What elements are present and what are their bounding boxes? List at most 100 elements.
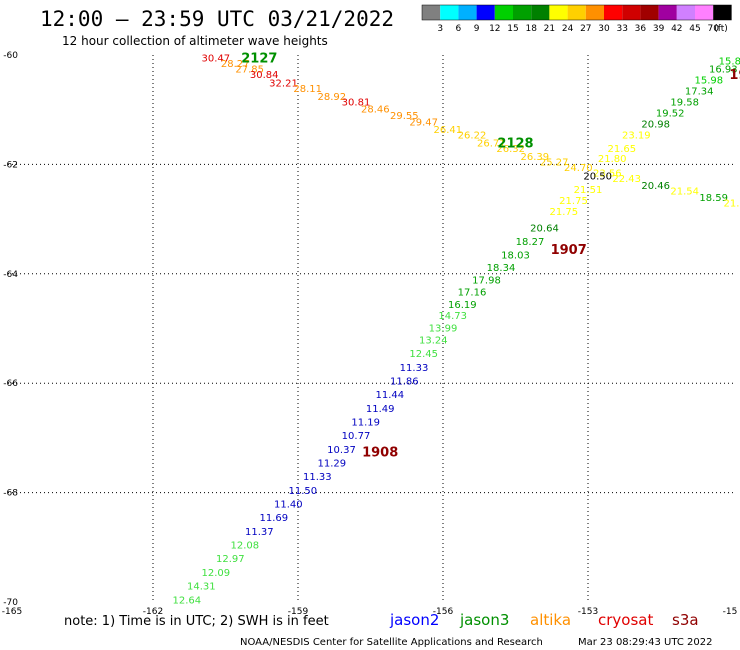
chart-title: 12:00 – 23:59 UTC 03/21/2022 bbox=[40, 7, 394, 31]
scale-swatch bbox=[640, 5, 659, 20]
data-point: 26.32 bbox=[496, 144, 525, 155]
scale-label: 15 bbox=[507, 24, 518, 34]
data-point: 12.64 bbox=[173, 595, 202, 606]
data-point: 10.37 bbox=[327, 445, 356, 456]
scale-label: 42 bbox=[671, 24, 682, 34]
x-tick-label: -15 bbox=[723, 607, 738, 617]
x-tick-label: -162 bbox=[143, 607, 163, 617]
scale-label: 36 bbox=[635, 24, 647, 34]
data-point: 24.70 bbox=[564, 163, 593, 174]
data-point: 25.27 bbox=[540, 158, 569, 169]
scale-unit: (ft) bbox=[714, 24, 728, 34]
data-point: 18.34 bbox=[487, 263, 516, 274]
data-point: 28.46 bbox=[361, 105, 390, 116]
scale-border bbox=[421, 4, 732, 21]
pass-label: 1908 bbox=[362, 446, 398, 461]
scale-label: 30 bbox=[598, 24, 610, 34]
scale-label: 21 bbox=[544, 24, 555, 34]
data-point: 20.46 bbox=[641, 181, 670, 192]
data-point: 28.11 bbox=[293, 84, 322, 95]
scale-swatch bbox=[458, 5, 477, 20]
x-tick-label: -156 bbox=[433, 607, 454, 617]
data-point: 12.09 bbox=[202, 568, 231, 579]
pass-labels: 212721281905190619071908 bbox=[241, 52, 740, 461]
pass-label: 2127 bbox=[241, 52, 277, 67]
footer-note: note: 1) Time is in UTC; 2) SWH is in fe… bbox=[64, 614, 329, 629]
y-tick-label: -66 bbox=[3, 379, 18, 389]
pass-label: 1906 bbox=[729, 68, 740, 83]
data-point: 23.19 bbox=[622, 130, 651, 141]
data-point: 14.31 bbox=[187, 582, 216, 593]
data-point: 12.97 bbox=[216, 554, 245, 565]
data-point: 29.47 bbox=[409, 118, 438, 129]
satellite-name: s3a bbox=[672, 611, 699, 629]
data-point: 19.58 bbox=[670, 97, 699, 108]
satellite-name: jason3 bbox=[459, 611, 509, 629]
data-point: 21.54 bbox=[670, 187, 699, 198]
data-point: 32.21 bbox=[269, 78, 298, 89]
data-point: 29.55 bbox=[390, 111, 419, 122]
data-point: 11.49 bbox=[366, 404, 395, 415]
data-point: 22.43 bbox=[612, 174, 641, 185]
y-tick-label: -70 bbox=[3, 598, 18, 608]
data-point: 30.84 bbox=[250, 70, 279, 81]
data-point: 11.40 bbox=[274, 500, 303, 511]
data-point: 27.85 bbox=[235, 65, 264, 76]
data-point: 11.86 bbox=[390, 376, 419, 387]
data-point: 26.71 bbox=[477, 139, 506, 150]
x-tick-label: -153 bbox=[578, 607, 598, 617]
scale-swatch bbox=[658, 5, 677, 20]
satellite-name: jason2 bbox=[389, 611, 439, 629]
data-point: 17.34 bbox=[685, 87, 714, 98]
x-tick-label: -165 bbox=[2, 607, 22, 617]
footer-timestamp: Mar 23 08:29:43 UTC 2022 bbox=[578, 637, 713, 648]
scale-swatch bbox=[567, 5, 586, 20]
y-tick-label: -62 bbox=[3, 160, 18, 170]
data-point: 11.33 bbox=[400, 363, 429, 374]
scale-label: 39 bbox=[653, 24, 665, 34]
satellite-name: altika bbox=[530, 611, 571, 629]
color-scale: 3 6 9 12 15 18 21 24 27 30 33 36 39 42 45 70(ft) bbox=[421, 4, 732, 34]
footer-credit: NOAA/NESDIS Center for Satellite Applica… bbox=[240, 637, 543, 648]
data-point: 13.24 bbox=[419, 335, 448, 346]
data-point: 26.22 bbox=[458, 130, 487, 141]
data-point: 10.77 bbox=[342, 431, 371, 442]
data-point: 11.50 bbox=[289, 486, 318, 497]
data-point: 19.52 bbox=[656, 108, 685, 119]
chart-subtitle: 12 hour collection of altimeter wave hei… bbox=[62, 34, 328, 48]
scale-swatch bbox=[476, 5, 495, 20]
scale-swatch bbox=[422, 5, 441, 20]
scale-swatch bbox=[513, 5, 532, 20]
data-point: 20.98 bbox=[641, 119, 670, 130]
scale-swatch bbox=[549, 5, 568, 20]
scale-swatch bbox=[494, 5, 513, 20]
data-point: 11.19 bbox=[351, 417, 380, 428]
data-point: 13.99 bbox=[429, 323, 458, 334]
scale-label: 70 bbox=[707, 24, 719, 34]
scale-label: 24 bbox=[562, 24, 574, 34]
data-point: 15.87 bbox=[719, 56, 740, 67]
axis-ticks: -165 -162 -159 -156 -153 -15 -60 -62 -64 -66 -68 -7… bbox=[2, 51, 738, 617]
data-point: 12.45 bbox=[409, 349, 438, 360]
data-point: 21.23 bbox=[724, 199, 740, 210]
data-point: 30.47 bbox=[202, 54, 231, 65]
scale-label: 9 bbox=[474, 24, 480, 34]
scale-swatch bbox=[695, 5, 714, 20]
data-point: 28.27 bbox=[221, 59, 250, 70]
data-point: 11.29 bbox=[318, 459, 347, 470]
data-point: 15.98 bbox=[695, 76, 724, 87]
scale-label: 27 bbox=[580, 24, 591, 34]
scale-swatch bbox=[604, 5, 623, 20]
data-point: 26.41 bbox=[434, 125, 463, 136]
data-point: 17.98 bbox=[472, 275, 501, 286]
scale-swatch bbox=[531, 5, 550, 20]
data-point: 28.92 bbox=[318, 92, 347, 103]
data-point: 14.73 bbox=[438, 311, 467, 322]
data-points: 30.4728.2727.8530.8432.2128.1128.9230.81… bbox=[173, 54, 740, 607]
pass-label: 2128 bbox=[497, 137, 533, 152]
data-point: 11.44 bbox=[376, 390, 405, 401]
scale-label: 45 bbox=[689, 24, 700, 34]
data-point: 21.75 bbox=[559, 196, 588, 207]
scale-label: 6 bbox=[456, 24, 462, 34]
y-tick-label: -68 bbox=[3, 489, 18, 499]
